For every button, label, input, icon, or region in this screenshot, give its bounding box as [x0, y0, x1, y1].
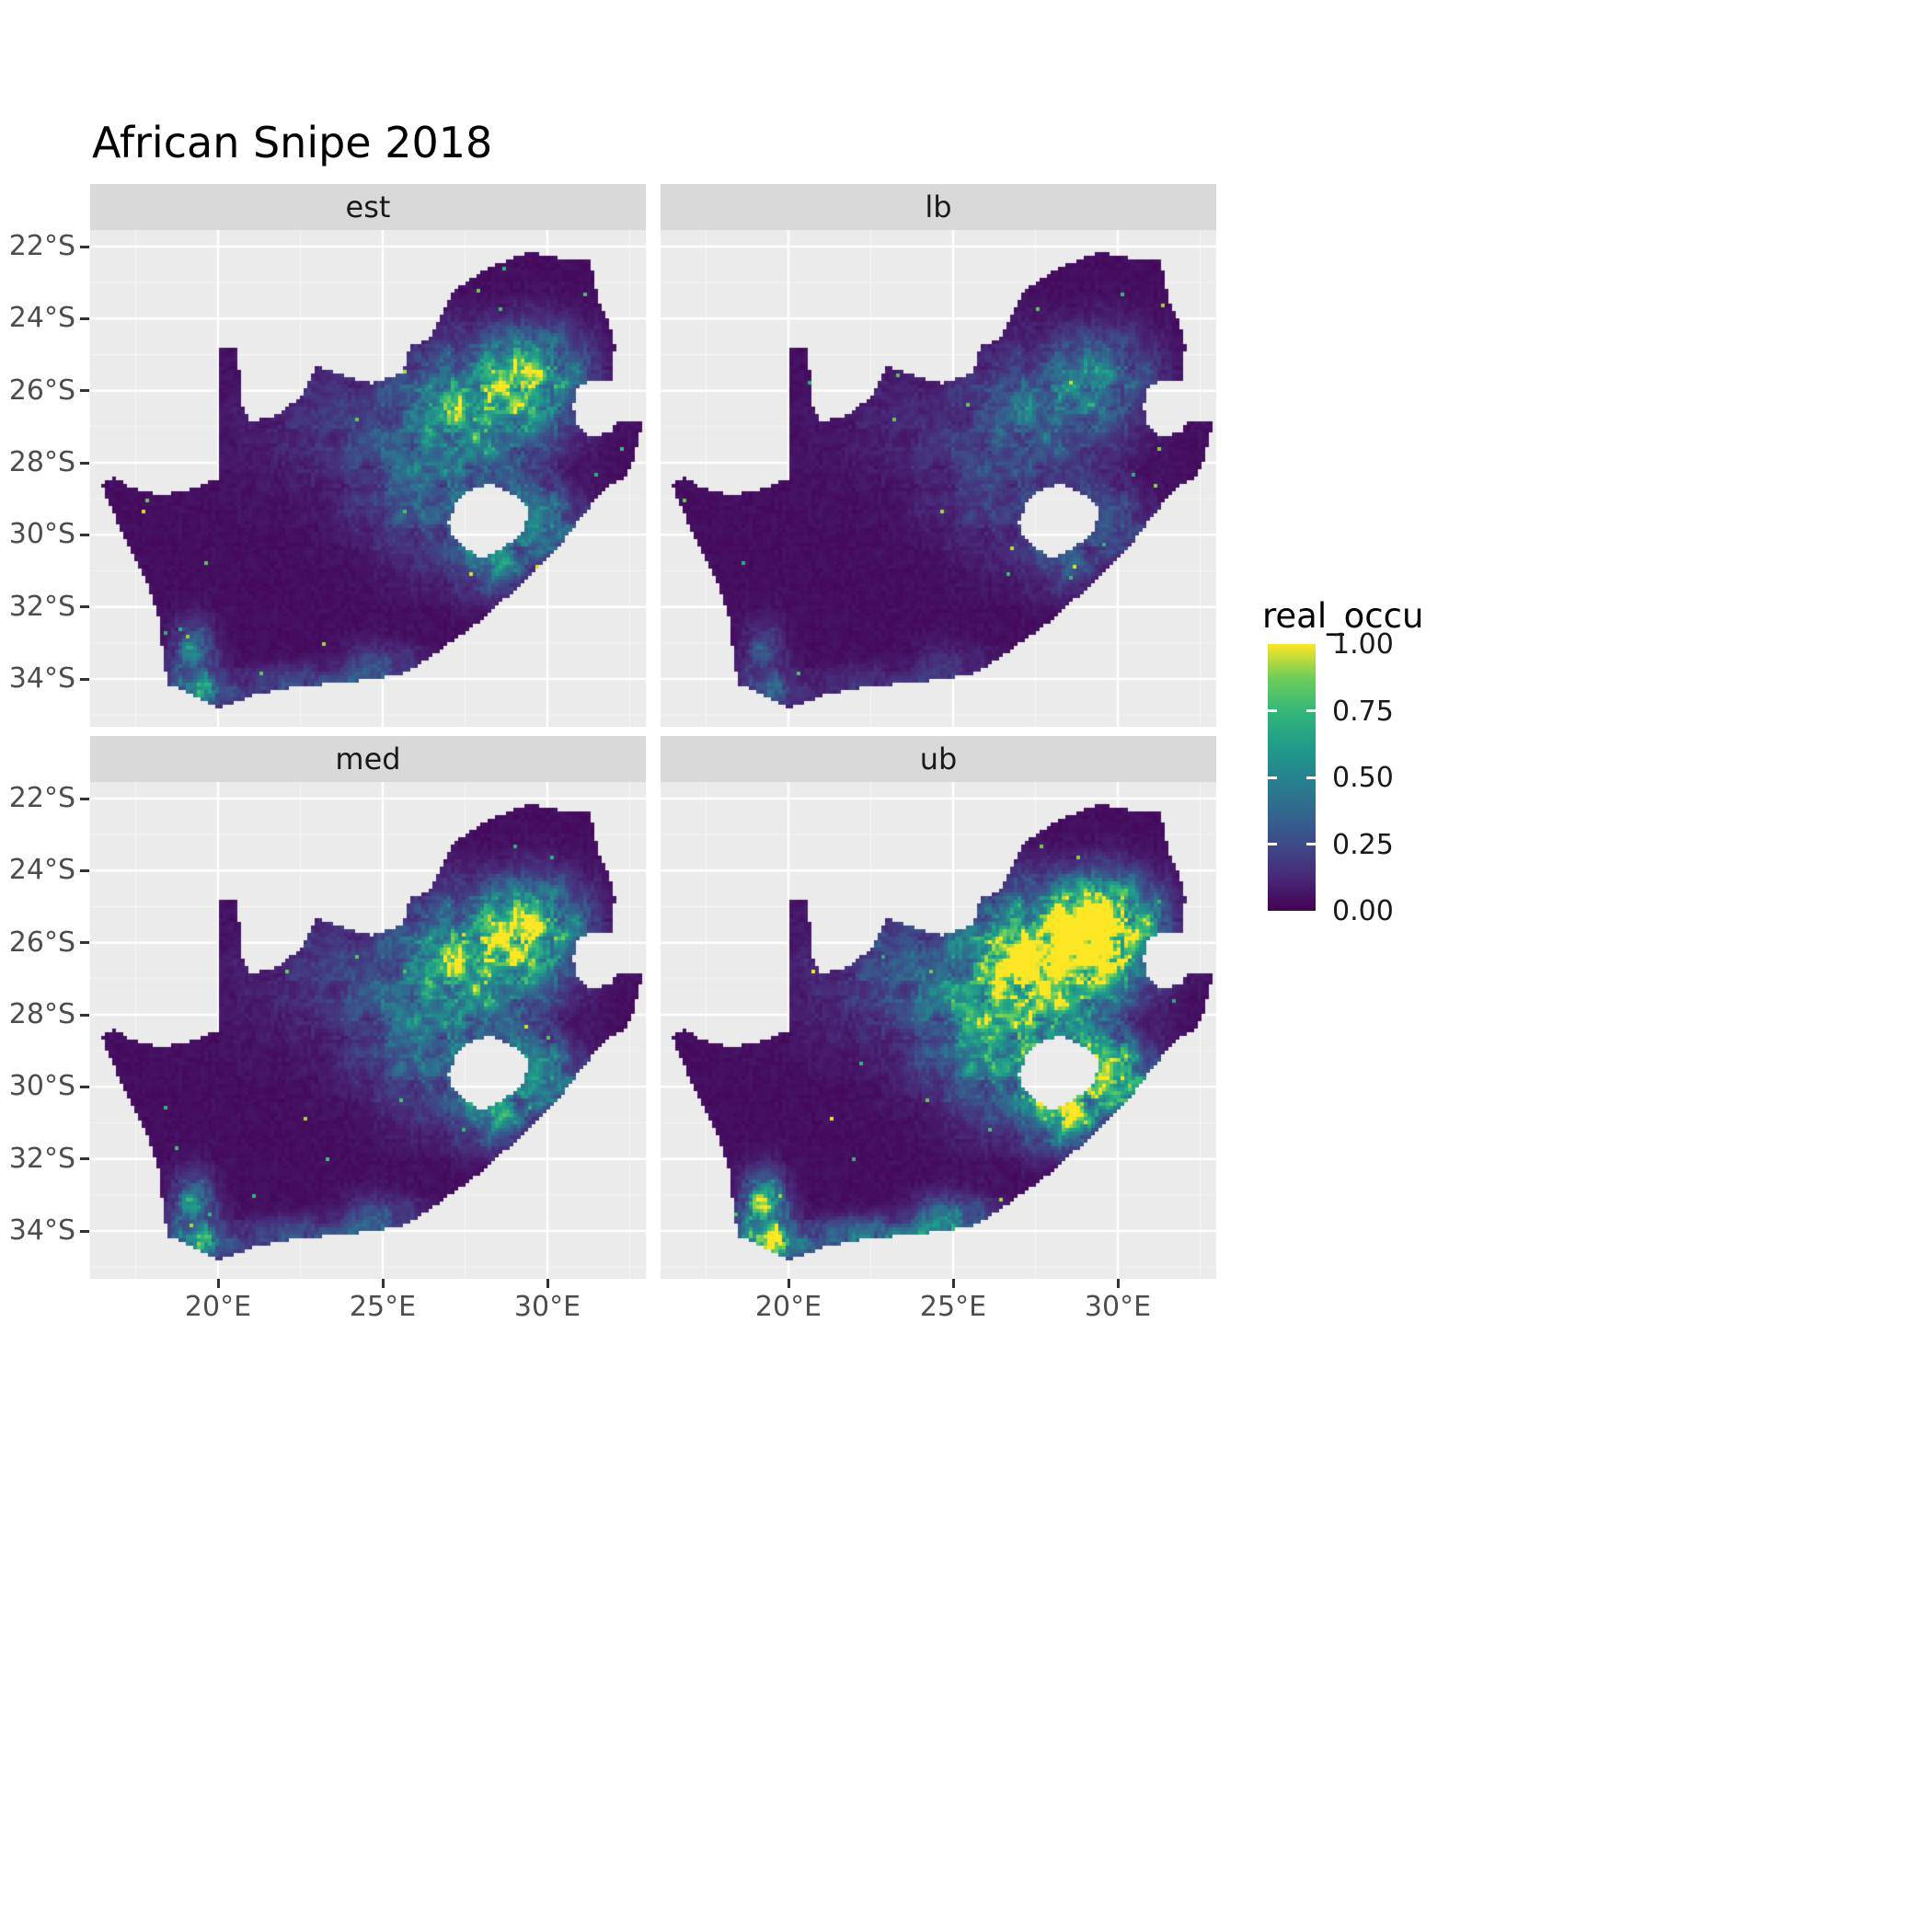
facet-strip-ub: ub	[661, 736, 1216, 782]
legend-title: real_occu	[1262, 596, 1424, 636]
x-tick-label: 20°E	[184, 1291, 252, 1323]
legend-tick-label: 0.25	[1332, 828, 1394, 861]
map-panel-lb	[661, 230, 1216, 727]
y-tick-mark	[80, 533, 89, 536]
x-tick-mark	[951, 1279, 955, 1288]
map-panel-med	[90, 782, 646, 1279]
x-tick-label: 30°E	[1084, 1291, 1152, 1323]
legend-bar-tick	[1268, 843, 1277, 845]
y-tick-label: 26°S	[8, 374, 75, 407]
legend-tick-label: 0.50	[1332, 762, 1394, 794]
y-tick-mark	[80, 316, 89, 320]
facet-strip-med: med	[90, 736, 646, 782]
facet-label: lb	[925, 190, 952, 224]
y-tick-mark	[80, 1157, 89, 1161]
x-tick-mark	[787, 1279, 790, 1288]
y-tick-label: 22°S	[8, 230, 75, 263]
legend-tick-label: 0.00	[1332, 895, 1394, 927]
x-tick-label: 25°E	[349, 1291, 417, 1323]
y-tick-mark	[80, 677, 89, 681]
legend-bar-tick	[1306, 843, 1316, 845]
map-panel-est	[90, 230, 646, 727]
legend-bar-tick	[1306, 776, 1316, 779]
legend-tick-label: 1.00	[1332, 628, 1394, 661]
y-tick-label: 32°S	[8, 1142, 75, 1175]
x-tick-label: 30°E	[513, 1291, 581, 1323]
y-tick-label: 34°S	[8, 662, 75, 696]
x-tick-mark	[546, 1279, 549, 1288]
y-tick-label: 30°S	[8, 1070, 75, 1103]
y-tick-mark	[80, 941, 89, 945]
legend: real_occu 1.00 0.75 0.50 0.25 0.00	[1259, 596, 1498, 946]
y-tick-mark	[80, 1229, 89, 1233]
y-tick-label: 30°S	[8, 518, 75, 551]
facet-label: med	[335, 742, 401, 776]
legend-bar-tick	[1268, 709, 1277, 712]
y-tick-label: 28°S	[8, 998, 75, 1031]
x-tick-mark	[216, 1279, 220, 1288]
x-tick-mark	[381, 1279, 385, 1288]
plot-title: African Snipe 2018	[92, 118, 493, 167]
x-tick-label: 20°E	[754, 1291, 822, 1323]
y-tick-mark	[80, 245, 89, 248]
legend-bar-tick	[1268, 776, 1277, 779]
y-tick-mark	[80, 389, 89, 393]
y-tick-label: 34°S	[8, 1214, 75, 1248]
y-tick-label: 24°S	[8, 302, 75, 335]
map-panel-ub	[661, 782, 1216, 1279]
y-tick-mark	[80, 797, 89, 800]
y-tick-mark	[80, 1013, 89, 1017]
y-tick-label: 22°S	[8, 782, 75, 815]
facet-strip-lb: lb	[661, 184, 1216, 230]
y-tick-label: 32°S	[8, 590, 75, 623]
legend-colorbar	[1268, 644, 1316, 911]
y-tick-mark	[80, 868, 89, 872]
facet-label: est	[345, 190, 391, 224]
y-tick-label: 24°S	[8, 854, 75, 887]
y-tick-mark	[80, 1085, 89, 1088]
x-tick-mark	[1116, 1279, 1120, 1288]
x-tick-label: 25°E	[919, 1291, 987, 1323]
y-tick-mark	[80, 461, 89, 465]
y-tick-label: 28°S	[8, 446, 75, 479]
facet-strip-est: est	[90, 184, 646, 230]
legend-tick-label: 0.75	[1332, 695, 1394, 728]
y-tick-label: 26°S	[8, 926, 75, 959]
facet-label: ub	[919, 742, 958, 776]
y-tick-mark	[80, 605, 89, 609]
legend-bar-tick	[1306, 709, 1316, 712]
